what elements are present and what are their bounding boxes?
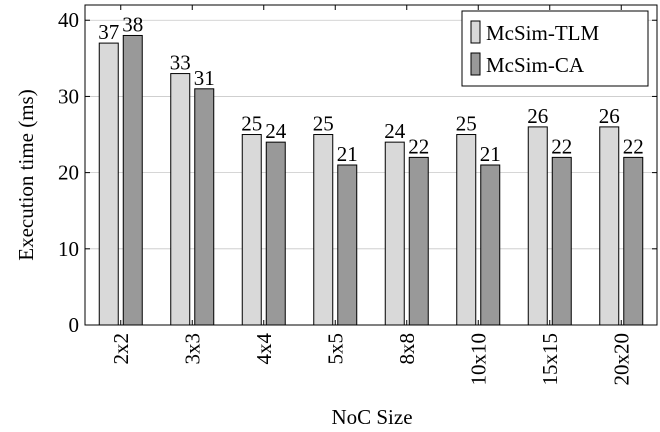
- bar-mcsim-ca-10x10: [480, 164, 501, 326]
- y-axis-label: Execution time (ms): [14, 89, 38, 260]
- x-tick-label: 2x2: [109, 333, 133, 365]
- x-tick-label: 15x15: [538, 333, 562, 386]
- data-label: 38: [122, 12, 143, 36]
- bar-mcsim-ca-5x5: [337, 164, 358, 326]
- bar-mcsim-tlm-15x15: [527, 126, 548, 326]
- bar-mcsim-ca-20x20: [623, 156, 644, 326]
- bar-mcsim-ca-3x3: [194, 88, 215, 326]
- legend: McSim-TLM McSim-CA: [461, 10, 649, 87]
- data-label: 22: [408, 134, 429, 158]
- bar-mcsim-tlm-20x20: [599, 126, 620, 326]
- data-label: 22: [623, 134, 644, 158]
- x-tick-label: 20x20: [609, 333, 633, 386]
- x-tick-label: 4x4: [252, 333, 276, 365]
- bar-mcsim-ca-8x8: [408, 156, 429, 326]
- bar-mcsim-tlm-8x8: [384, 141, 405, 326]
- data-label: 21: [480, 142, 501, 166]
- x-tick-label: 8x8: [395, 333, 419, 365]
- x-tick-label: 5x5: [323, 333, 347, 365]
- legend-swatch: [470, 20, 481, 44]
- y-tick-label: 30: [58, 84, 79, 108]
- data-label: 26: [599, 104, 620, 128]
- data-label: 25: [313, 112, 334, 136]
- x-tick-label: 3x3: [180, 333, 204, 365]
- data-label: 25: [456, 112, 477, 136]
- bar-mcsim-ca-2x2: [122, 34, 143, 326]
- data-label: 24: [265, 119, 287, 143]
- legend-entry: McSim-CA: [486, 53, 585, 77]
- y-tick-label: 20: [58, 161, 79, 185]
- x-axis-label: NoC Size: [331, 405, 412, 429]
- legend-swatch: [470, 52, 481, 76]
- data-label: 24: [384, 119, 406, 143]
- data-label: 22: [551, 134, 572, 158]
- bar-mcsim-tlm-10x10: [456, 134, 477, 326]
- y-tick-label: 40: [58, 8, 79, 32]
- bar-mcsim-tlm-4x4: [241, 134, 262, 326]
- bar-mcsim-tlm-3x3: [170, 73, 191, 326]
- data-label: 26: [527, 104, 548, 128]
- legend-entry: McSim-TLM: [486, 21, 599, 45]
- data-label: 21: [337, 142, 358, 166]
- x-tick-label: 10x10: [466, 333, 490, 386]
- data-label: 25: [241, 112, 262, 136]
- bar-mcsim-ca-15x15: [551, 156, 572, 326]
- y-tick-label: 10: [58, 237, 79, 261]
- bar-mcsim-tlm-5x5: [313, 134, 334, 326]
- data-label: 31: [194, 66, 215, 90]
- data-label: 33: [170, 51, 191, 75]
- plot-frame: [84, 4, 658, 326]
- axis-layer: 0 10 20 30 40 2x2 3x3 4x4 5x5 8x8 10x10 15x15 20x20: [58, 4, 658, 386]
- y-tick-label: 0: [69, 313, 80, 337]
- data-label: 37: [98, 20, 119, 44]
- bar-mcsim-ca-4x4: [265, 141, 286, 326]
- legend-box: [461, 10, 649, 87]
- bar-mcsim-tlm-2x2: [98, 42, 119, 326]
